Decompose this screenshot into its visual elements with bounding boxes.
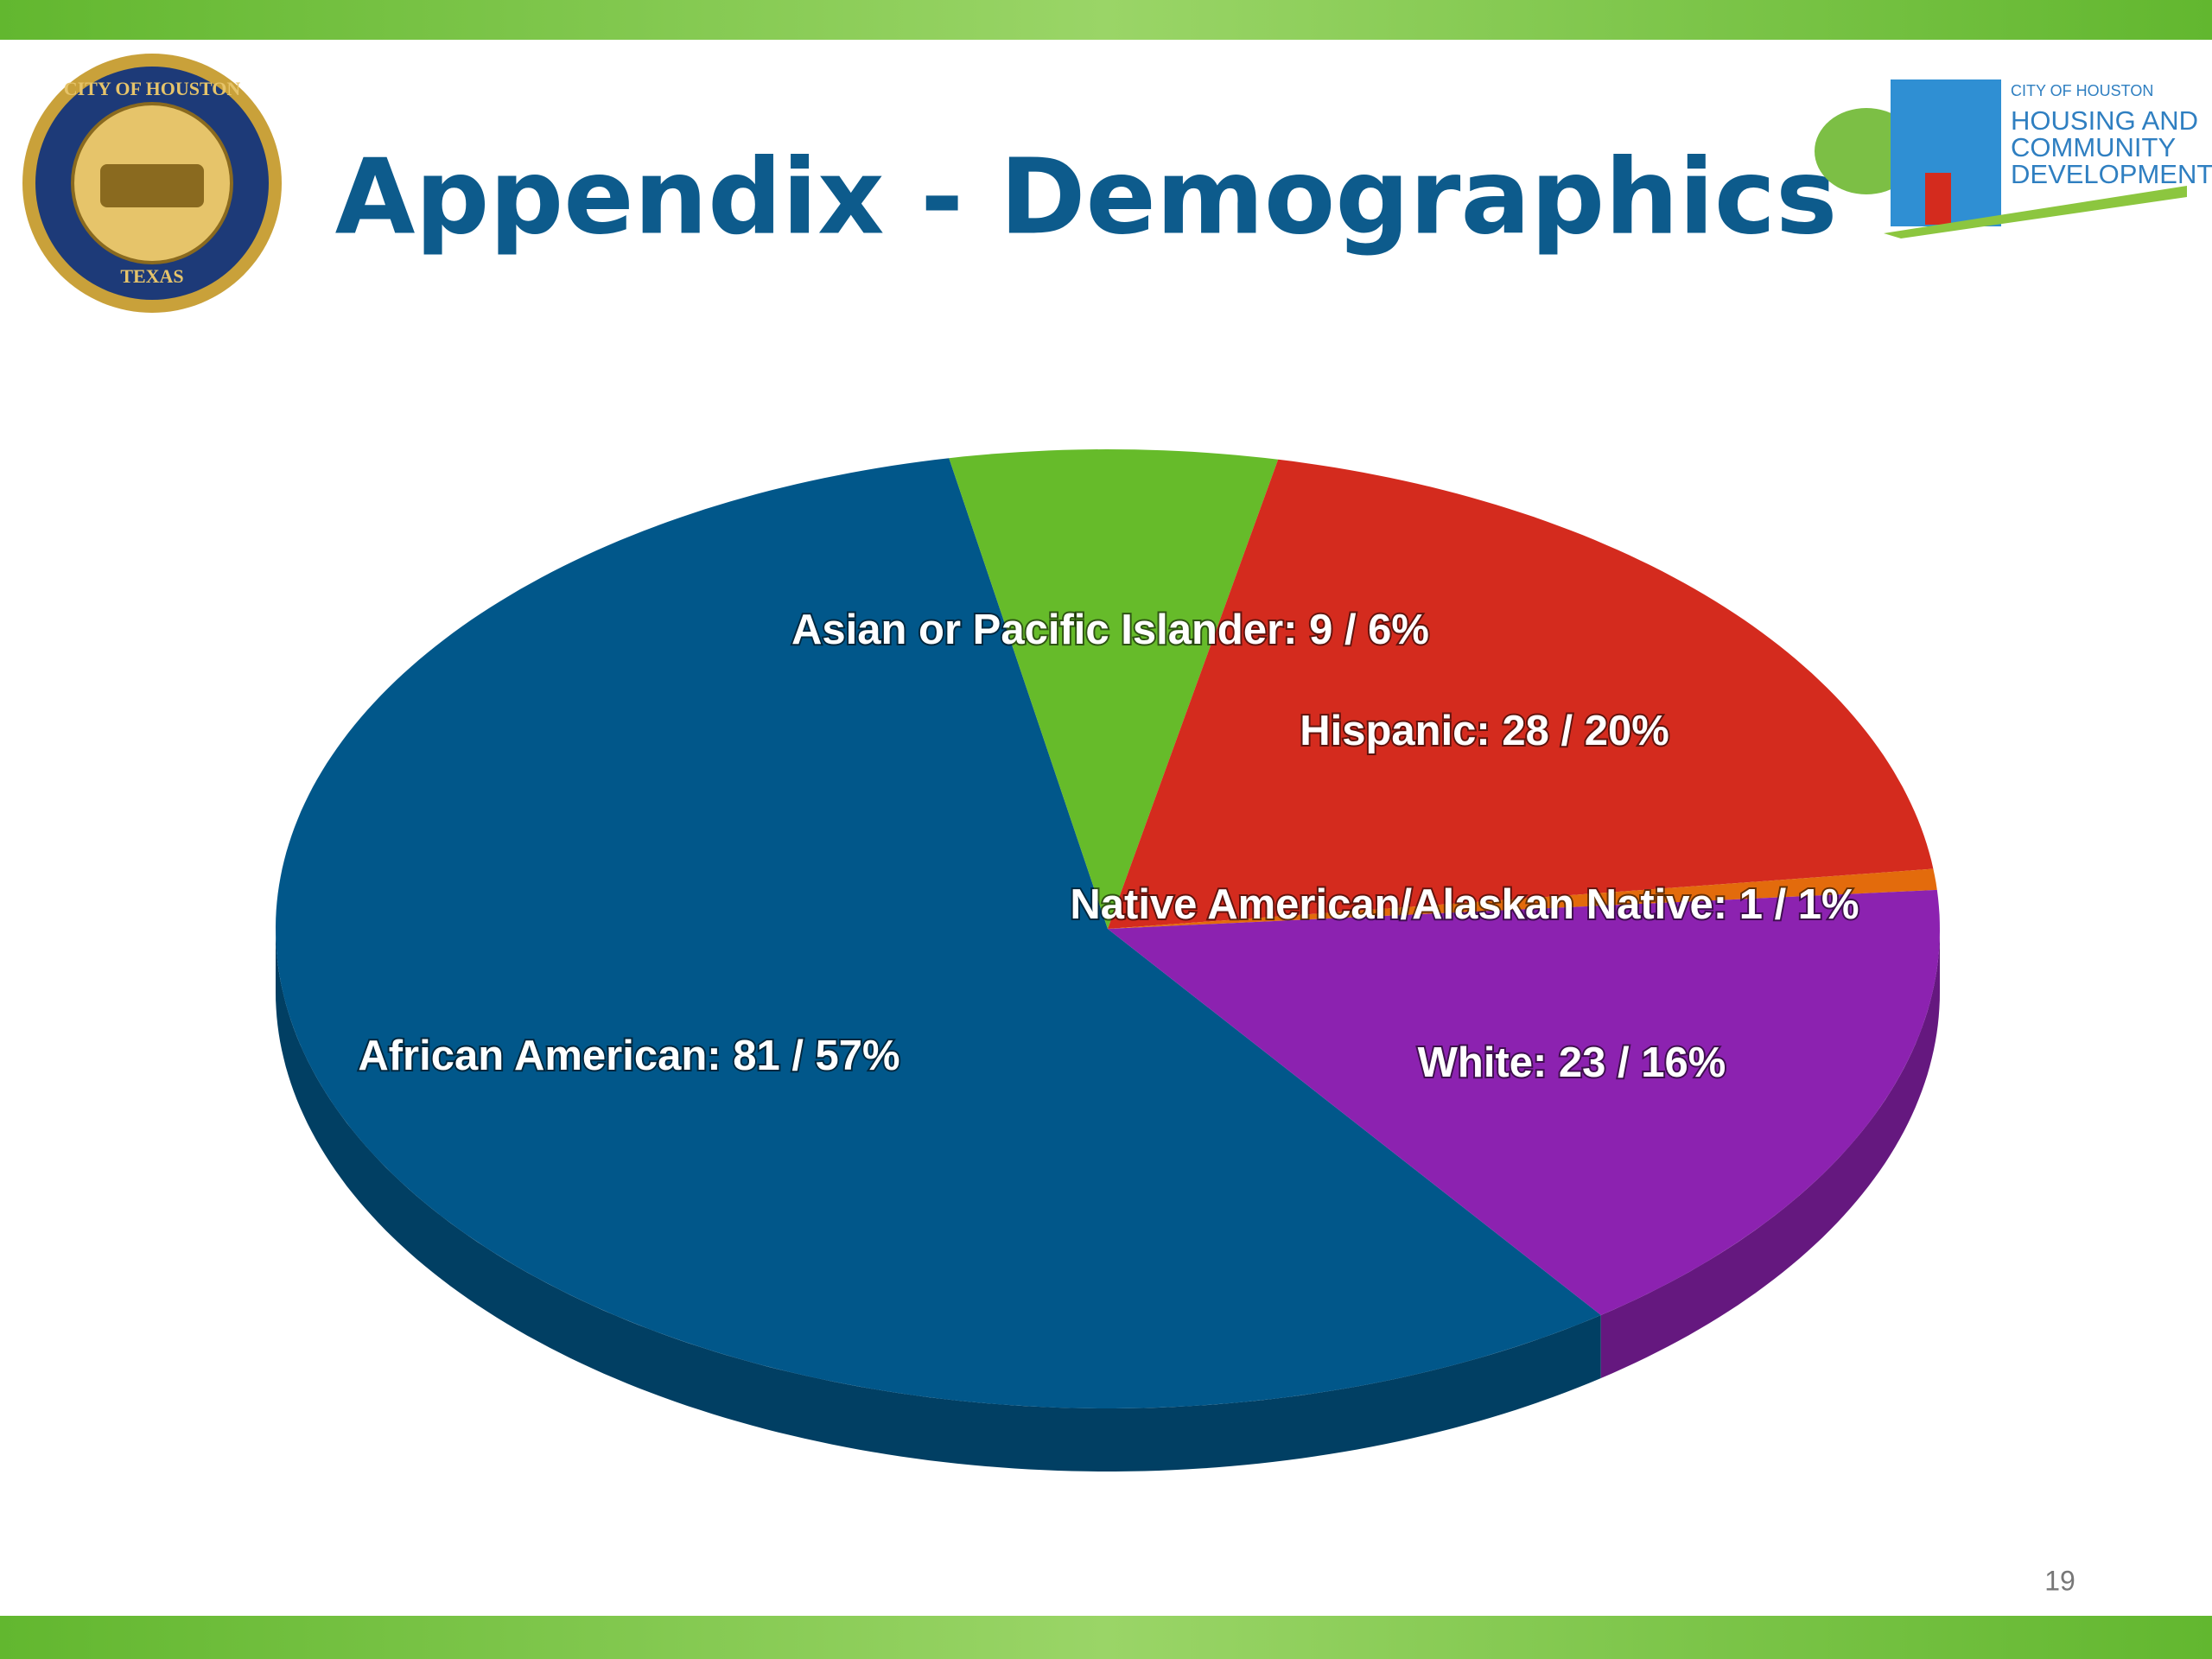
pie-slice bbox=[949, 449, 1279, 929]
logo-line: COMMUNITY bbox=[2011, 132, 2176, 162]
logo-swoosh bbox=[1884, 186, 2187, 238]
logo-line: DEVELOPMENT bbox=[2011, 159, 2212, 189]
pie-slice bbox=[1108, 459, 1934, 929]
page-number: 19 bbox=[2044, 1565, 2075, 1596]
pie-side bbox=[276, 929, 1601, 1471]
top-band bbox=[0, 0, 2212, 40]
pie-slice bbox=[1108, 889, 1940, 1315]
slide-title: Appendix - Demographics bbox=[335, 138, 1838, 258]
slice-label: White: 23 / 16% bbox=[1418, 1039, 1726, 1086]
pie-side bbox=[1600, 929, 1940, 1378]
seal-engine bbox=[100, 164, 204, 207]
seal-bottom-text: TEXAS bbox=[120, 265, 183, 287]
logo-line: HOUSING AND bbox=[2011, 105, 2198, 136]
logo-line: CITY OF HOUSTON bbox=[2011, 82, 2153, 99]
bottom-band bbox=[0, 1616, 2212, 1659]
slice-label: Native American/Alaskan Native: 1 / 1% bbox=[1070, 881, 1859, 928]
pie-slice bbox=[276, 458, 1601, 1409]
slice-label: African American: 81 / 57% bbox=[358, 1033, 899, 1079]
slice-label: Hispanic: 28 / 20% bbox=[1300, 708, 1669, 754]
city-seal: CITY OF HOUSTON TEXAS bbox=[22, 54, 282, 313]
pie-slice bbox=[1108, 868, 1937, 929]
logo-door bbox=[1925, 173, 1951, 225]
seal-top-text: CITY OF HOUSTON bbox=[64, 78, 241, 99]
hcd-logo: CITY OF HOUSTON HOUSING AND COMMUNITY DE… bbox=[1815, 79, 2212, 238]
slice-label: Asian or Pacific Islander: 9 / 6% bbox=[791, 607, 1429, 653]
pie-chart: African American: 81 / 57% Asian or Pacif… bbox=[276, 449, 1940, 1471]
